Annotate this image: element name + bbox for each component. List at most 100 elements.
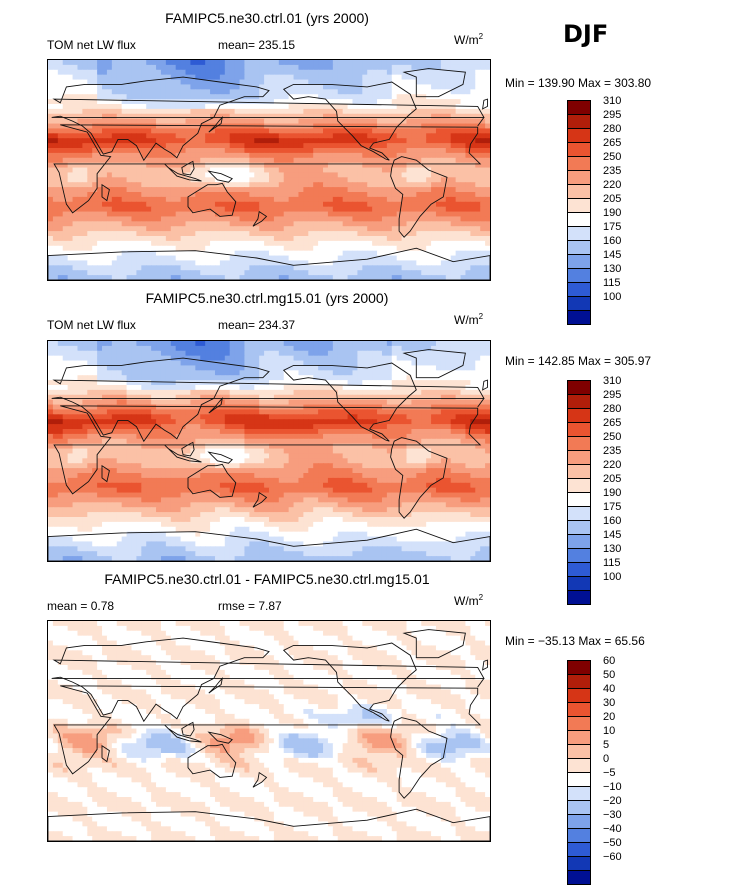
heatmap-cell — [475, 74, 481, 81]
heatmap-cell — [337, 177, 344, 183]
heatmap-cell — [421, 201, 427, 208]
heatmap-cell — [352, 216, 358, 222]
heatmap-cell — [475, 84, 481, 90]
heatmap-cell — [288, 69, 295, 76]
heatmap-cell — [67, 69, 74, 76]
heatmap-cell — [210, 201, 216, 208]
heatmap-cell — [264, 69, 270, 76]
heatmap-cell — [269, 350, 275, 357]
heatmap-cell — [205, 152, 211, 159]
heatmap-cell — [278, 84, 285, 90]
heatmap-cell — [426, 148, 432, 154]
heatmap-cell — [470, 211, 476, 218]
heatmap-cell — [224, 118, 231, 125]
heatmap-cell — [131, 148, 137, 154]
heatmap-cell — [480, 226, 486, 232]
heatmap-cell — [440, 108, 447, 115]
heatmap-cell — [431, 221, 437, 227]
heatmap-cell — [411, 79, 417, 86]
heatmap-cell — [431, 250, 437, 257]
heatmap-cell — [264, 270, 270, 276]
heatmap-cell — [465, 255, 471, 262]
heatmap-cell — [210, 133, 216, 139]
heatmap-cell — [116, 245, 123, 252]
heatmap-cell — [214, 350, 221, 357]
heatmap-cell — [391, 94, 398, 100]
heatmap-cell — [480, 216, 486, 222]
heatmap-cell — [97, 113, 103, 120]
heatmap-cell — [141, 74, 147, 81]
heatmap-cell — [401, 118, 408, 125]
heatmap-cell — [293, 89, 300, 95]
heatmap-cell — [77, 123, 83, 130]
heatmap-cell — [391, 380, 398, 386]
coastline — [482, 98, 488, 110]
heatmap-cell — [165, 341, 172, 347]
heatmap-cell — [57, 240, 64, 247]
heatmap-cell — [111, 104, 118, 110]
heatmap-cell — [431, 177, 437, 183]
heatmap-cell — [372, 375, 378, 381]
heatmap-cell — [82, 69, 88, 76]
heatmap-cell — [254, 196, 260, 203]
heatmap-cell — [244, 143, 250, 149]
heatmap-cell — [185, 245, 192, 252]
heatmap-cell — [318, 162, 324, 169]
heatmap-cell — [391, 89, 398, 95]
heatmap-cell — [273, 196, 280, 203]
heatmap-cell — [244, 133, 250, 139]
heatmap-cell — [450, 138, 457, 144]
colorbar-swatch — [567, 240, 591, 255]
heatmap-cell — [254, 385, 260, 391]
heatmap-cell — [234, 128, 241, 134]
heatmap-cell — [308, 255, 314, 262]
heatmap-cell — [332, 355, 339, 362]
heatmap-cell — [239, 177, 246, 183]
heatmap-cell — [165, 89, 172, 95]
heatmap-cell — [52, 60, 59, 66]
heatmap-cell — [67, 375, 74, 381]
heatmap-cell — [347, 231, 354, 237]
heatmap-cell — [303, 162, 309, 169]
heatmap-cell — [190, 236, 196, 242]
heatmap-cell — [219, 275, 226, 280]
heatmap-cell — [249, 162, 255, 169]
heatmap-cell — [303, 177, 309, 183]
heatmap-cell — [278, 113, 285, 120]
heatmap-cell — [323, 60, 329, 66]
heatmap-cell — [470, 84, 476, 90]
heatmap-cell — [352, 355, 358, 362]
heatmap-cell — [195, 113, 201, 120]
heatmap-cell — [185, 60, 192, 66]
heatmap-cell — [102, 64, 108, 71]
heatmap-cell — [126, 182, 133, 188]
heatmap-cell — [377, 275, 383, 280]
heatmap-cell — [146, 270, 152, 276]
heatmap-cell — [244, 196, 250, 203]
heatmap-cell — [239, 206, 246, 213]
heatmap-cell — [72, 177, 79, 183]
heatmap-cell — [288, 89, 295, 95]
heatmap-cell — [259, 216, 265, 222]
heatmap-cell — [136, 89, 142, 95]
heatmap-cell — [239, 64, 246, 71]
heatmap-cell — [102, 138, 108, 144]
heatmap-cell — [465, 108, 471, 115]
heatmap-cell — [426, 380, 432, 386]
heatmap-cell — [210, 245, 216, 252]
heatmap-cell — [259, 206, 265, 213]
heatmap-cell — [244, 162, 250, 169]
heatmap-cell — [156, 138, 162, 144]
heatmap-cell — [416, 380, 422, 386]
heatmap-cell — [87, 211, 93, 218]
heatmap-cell — [347, 64, 354, 71]
heatmap-cell — [352, 143, 358, 149]
heatmap-cell — [244, 118, 250, 125]
heatmap-cell — [165, 275, 172, 280]
heatmap-cell — [327, 345, 334, 352]
heatmap-cell — [264, 206, 270, 213]
heatmap-cell — [234, 133, 241, 139]
heatmap-cell — [293, 240, 300, 247]
heatmap-cell — [391, 350, 398, 357]
heatmap-cell — [165, 221, 172, 227]
